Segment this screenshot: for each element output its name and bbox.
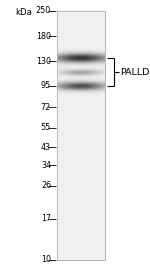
Text: 34: 34 (41, 161, 51, 170)
Text: PALLD: PALLD (120, 68, 149, 77)
Text: kDa: kDa (15, 8, 32, 17)
Text: 130: 130 (36, 57, 51, 66)
Bar (57, 11, 105, 260)
Text: 72: 72 (41, 103, 51, 111)
Text: 250: 250 (36, 6, 51, 15)
Bar (57, 11, 105, 260)
Text: 43: 43 (41, 143, 51, 151)
Text: 55: 55 (41, 124, 51, 132)
Text: 17: 17 (41, 214, 51, 223)
Text: 10: 10 (41, 255, 51, 265)
Text: 95: 95 (41, 81, 51, 90)
Text: 180: 180 (36, 32, 51, 41)
Text: 26: 26 (41, 181, 51, 191)
